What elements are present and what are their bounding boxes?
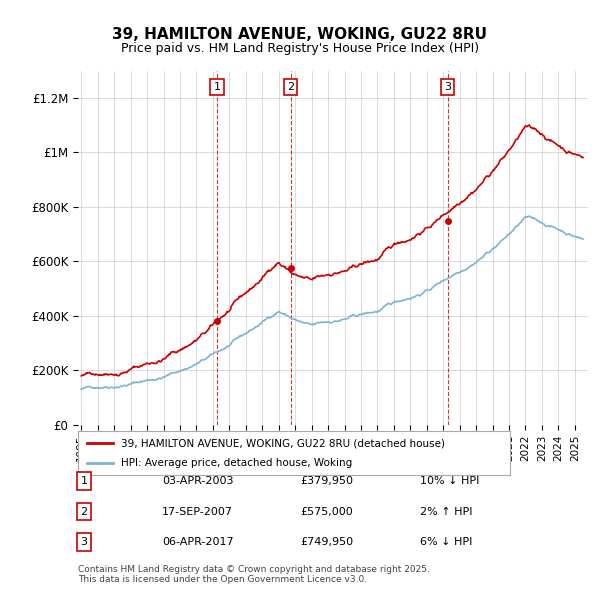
- Text: 3: 3: [80, 537, 88, 547]
- Text: 10% ↓ HPI: 10% ↓ HPI: [420, 476, 479, 486]
- Text: £575,000: £575,000: [300, 507, 353, 516]
- Text: 39, HAMILTON AVENUE, WOKING, GU22 8RU: 39, HAMILTON AVENUE, WOKING, GU22 8RU: [113, 27, 487, 41]
- Text: 03-APR-2003: 03-APR-2003: [162, 476, 233, 486]
- Text: 2: 2: [287, 82, 294, 92]
- Text: 2% ↑ HPI: 2% ↑ HPI: [420, 507, 473, 516]
- Text: £379,950: £379,950: [300, 476, 353, 486]
- Text: 39, HAMILTON AVENUE, WOKING, GU22 8RU (detached house): 39, HAMILTON AVENUE, WOKING, GU22 8RU (d…: [121, 438, 445, 448]
- Text: 17-SEP-2007: 17-SEP-2007: [162, 507, 233, 516]
- Text: 3: 3: [444, 82, 451, 92]
- Text: 1: 1: [214, 82, 221, 92]
- Text: Contains HM Land Registry data © Crown copyright and database right 2025.
This d: Contains HM Land Registry data © Crown c…: [78, 565, 430, 584]
- Text: Price paid vs. HM Land Registry's House Price Index (HPI): Price paid vs. HM Land Registry's House …: [121, 42, 479, 55]
- Text: HPI: Average price, detached house, Woking: HPI: Average price, detached house, Woki…: [121, 458, 352, 467]
- Text: 06-APR-2017: 06-APR-2017: [162, 537, 233, 547]
- Text: 2: 2: [80, 507, 88, 516]
- Text: 1: 1: [80, 476, 88, 486]
- Text: 6% ↓ HPI: 6% ↓ HPI: [420, 537, 472, 547]
- Text: £749,950: £749,950: [300, 537, 353, 547]
